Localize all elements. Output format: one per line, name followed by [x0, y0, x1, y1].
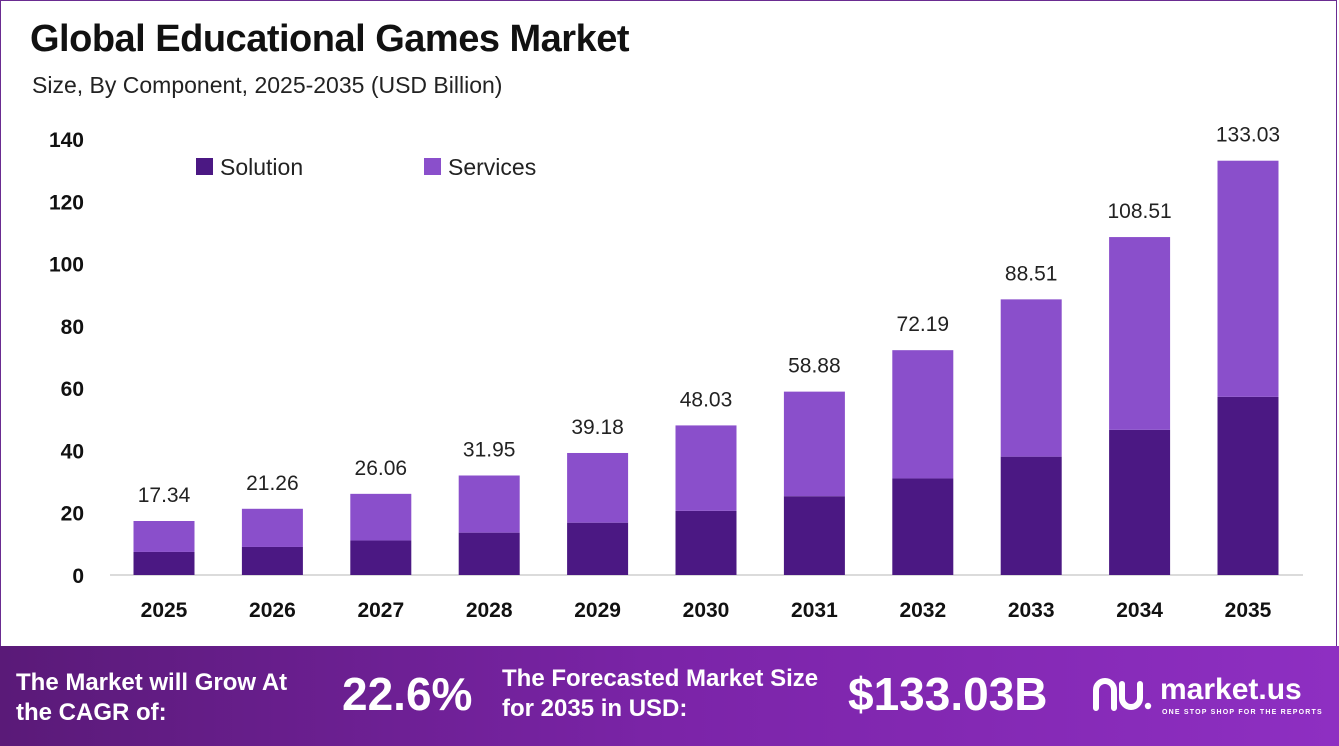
bar-services	[458, 475, 520, 533]
logo-wordmark: market.us	[1160, 673, 1302, 706]
chart-frame	[0, 0, 1337, 646]
forecast-label: The Forecasted Market Size for 2035 in U…	[502, 665, 819, 722]
y-tick-label: 80	[61, 316, 84, 339]
bar-total-label: 17.34	[138, 484, 191, 507]
bar-solution	[783, 496, 845, 575]
bar-total-label: 31.95	[463, 438, 516, 461]
chart-title: Global Educational Games Market	[30, 18, 630, 60]
bar-total-label: 133.03	[1216, 124, 1280, 147]
bar-services	[567, 452, 629, 523]
y-tick-label: 0	[72, 565, 84, 588]
y-tick-label: 20	[61, 503, 84, 526]
y-tick-label: 60	[61, 378, 84, 401]
x-tick-label: 2026	[249, 599, 296, 622]
bar-solution	[350, 540, 412, 575]
forecast-value: $133.03B	[848, 668, 1048, 720]
bar-solution	[1000, 456, 1062, 575]
x-tick-label: 2029	[574, 599, 621, 622]
bar-total-label: 58.88	[788, 355, 841, 378]
y-tick-label: 120	[49, 191, 84, 214]
x-tick-label: 2032	[899, 599, 946, 622]
bar-services	[892, 350, 954, 479]
legend-label-solution: Solution	[220, 154, 303, 180]
bar-solution	[892, 478, 954, 575]
bar-total-label: 88.51	[1005, 262, 1058, 285]
bar-services	[1109, 237, 1171, 430]
x-tick-label: 2035	[1225, 599, 1272, 622]
legend-swatch-services	[424, 158, 441, 175]
y-tick-label: 140	[49, 129, 84, 152]
bar-total-label: 26.06	[355, 457, 408, 480]
legend-label-services: Services	[448, 154, 536, 180]
y-tick-label: 40	[61, 440, 84, 463]
x-tick-label: 2033	[1008, 599, 1055, 622]
bar-services	[675, 425, 737, 511]
bar-services	[1217, 160, 1279, 397]
legend-swatch-solution	[196, 158, 213, 175]
bar-total-label: 72.19	[897, 313, 950, 336]
bar-solution	[133, 551, 195, 575]
bar-total-label: 108.51	[1107, 200, 1171, 223]
x-tick-label: 2034	[1116, 599, 1163, 622]
bar-services	[1000, 299, 1062, 457]
x-tick-label: 2028	[466, 599, 513, 622]
footer-banner: The Market will Grow At the CAGR of: 22.…	[0, 646, 1339, 746]
bar-solution	[241, 546, 303, 575]
x-tick-label: 2027	[357, 599, 404, 622]
market-us-logo-icon	[1093, 678, 1152, 711]
stacked-bar-chart: 0 20 40 60 80 100 120 140 17.34 2025 21.26 2026 26.0…	[49, 124, 1303, 622]
bar-total-label: 21.26	[246, 472, 299, 495]
bar-solution	[458, 532, 520, 575]
cagr-value: 22.6%	[342, 668, 473, 720]
y-tick-label: 100	[49, 254, 84, 277]
bar-services	[241, 508, 303, 547]
bar-solution	[1217, 396, 1279, 575]
x-tick-label: 2030	[683, 599, 730, 622]
bar-services	[133, 520, 195, 552]
x-tick-label: 2031	[791, 599, 838, 622]
bar-services	[350, 493, 412, 541]
cagr-label: The Market will Grow At the CAGR of:	[16, 669, 288, 726]
market-us-logo[interactable]: market.us ONE STOP SHOP FOR THE REPORTS	[1092, 672, 1332, 722]
chart-subtitle: Size, By Component, 2025-2035 (USD Billi…	[32, 72, 503, 98]
bar-services	[783, 391, 845, 497]
x-tick-label: 2025	[141, 599, 188, 622]
bar-solution	[567, 522, 629, 575]
bar-solution	[675, 510, 737, 575]
bar-solution	[1109, 429, 1171, 575]
bar-total-label: 39.18	[571, 416, 624, 439]
bar-total-label: 48.03	[680, 388, 733, 411]
logo-tagline: ONE STOP SHOP FOR THE REPORTS	[1162, 709, 1323, 716]
